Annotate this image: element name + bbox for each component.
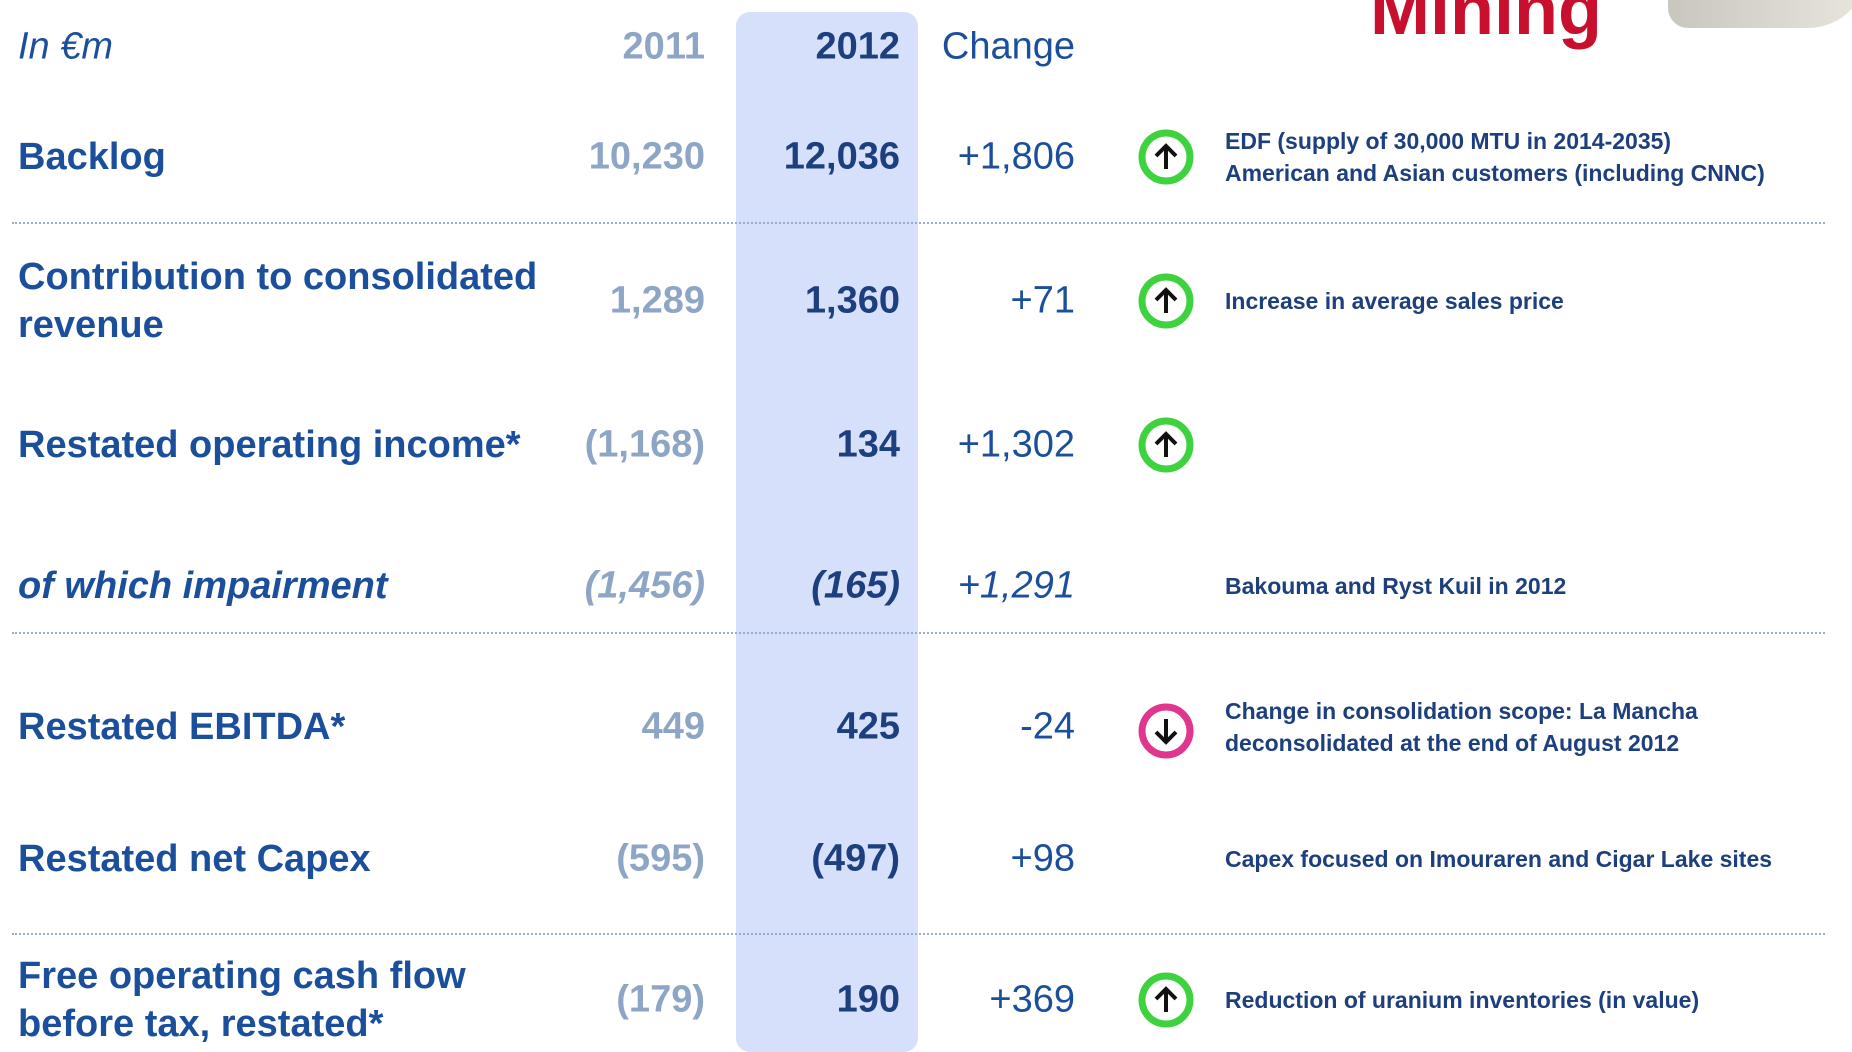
value-change: +98 — [1010, 837, 1075, 880]
unit-label: In €m — [18, 25, 114, 68]
value-change: -24 — [1020, 705, 1075, 748]
col-header: 2012 — [815, 25, 900, 68]
value-2012: (165) — [811, 564, 900, 607]
up-icon — [1138, 972, 1194, 1028]
row-label: of which impairment — [18, 565, 388, 607]
value-change: +369 — [989, 978, 1075, 1021]
row-label: Restated operating income* — [18, 424, 521, 466]
comment-line: EDF (supply of 30,000 MTU in 2014-2035) — [1225, 128, 1672, 154]
row-label: Restated net Capex — [18, 838, 371, 880]
up-icon — [1138, 129, 1194, 185]
down-icon — [1138, 703, 1194, 759]
value-2011: (1,168) — [584, 423, 705, 466]
value-2012: (497) — [811, 837, 900, 880]
value-2011: (179) — [616, 978, 705, 1021]
value-change: +1,806 — [957, 135, 1075, 178]
up-icon — [1138, 273, 1194, 329]
comment: Bakouma and Ryst Kuil in 2012 — [1225, 570, 1825, 602]
col-header: 2011 — [622, 25, 705, 68]
comment: EDF (supply of 30,000 MTU in 2014-2035) A… — [1225, 125, 1825, 189]
comment: Capex focused on Imouraren and Cigar Lak… — [1225, 843, 1825, 875]
comment-line: American and Asian customers (including … — [1225, 160, 1765, 186]
row-label: Backlog — [18, 136, 166, 178]
comment-line: Increase in average sales price — [1225, 288, 1564, 314]
comment: Reduction of uranium inventories (in val… — [1225, 984, 1825, 1016]
value-change: +1,302 — [957, 423, 1075, 466]
row-label: Free operating cash flow before tax, res… — [18, 955, 466, 1045]
row-label: Contribution to consolidated revenue — [18, 256, 538, 346]
photo — [1668, 0, 1852, 28]
separator — [12, 933, 1825, 935]
highlight-column — [736, 12, 918, 1052]
value-2012: 190 — [836, 978, 900, 1021]
value-2011: 10,230 — [588, 135, 705, 178]
value-2012: 134 — [836, 423, 900, 466]
value-change: +71 — [1010, 279, 1075, 322]
value-2011: 449 — [641, 705, 705, 748]
value-2012: 1,360 — [804, 279, 900, 322]
up-icon — [1138, 417, 1194, 473]
comment-line: Bakouma and Ryst Kuil in 2012 — [1225, 573, 1567, 599]
separator — [12, 632, 1825, 634]
value-2011: 1,289 — [609, 279, 705, 322]
value-2012: 425 — [836, 705, 900, 748]
comment-line: Change in consolidation scope: La Mancha… — [1225, 698, 1698, 756]
comment: Change in consolidation scope: La Mancha… — [1225, 695, 1825, 759]
comment: Increase in average sales price — [1225, 285, 1825, 317]
value-2011: (595) — [616, 837, 705, 880]
row-label: Restated EBITDA* — [18, 706, 346, 748]
separator — [12, 222, 1825, 224]
value-2011: (1,456) — [584, 564, 705, 607]
value-change: +1,291 — [957, 564, 1075, 607]
value-2012: 12,036 — [783, 135, 900, 178]
comment-line: Reduction of uranium inventories (in val… — [1225, 987, 1700, 1013]
col-header: Change — [941, 25, 1075, 68]
comment-line: Capex focused on Imouraren and Cigar Lak… — [1225, 846, 1773, 872]
slide-title: Mining — [1370, 0, 1602, 50]
